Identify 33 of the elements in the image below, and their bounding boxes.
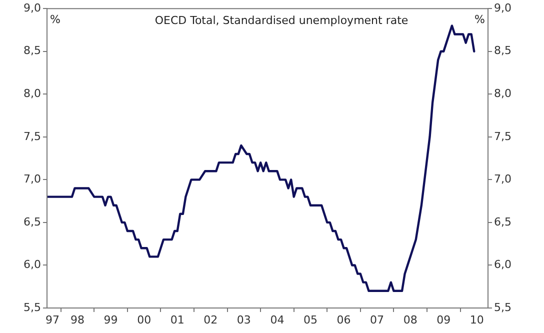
x-tick-label: 04: [270, 313, 284, 326]
x-tick-label: 09: [436, 313, 451, 326]
y-tick-label: 6,0: [24, 258, 41, 272]
y2-tick-label: 7,0: [494, 172, 512, 186]
x-tick-label: 08: [403, 313, 418, 326]
y-tick-label: 7,0: [24, 172, 41, 186]
y-tick-label: 8,0: [24, 87, 41, 100]
y-tick-label: 9,0: [24, 1, 41, 14]
x-tick-label: 00: [137, 313, 152, 326]
x-tick-label: 98: [70, 313, 85, 326]
x-tick-label: 01: [170, 313, 184, 326]
x-tick-label: 02: [204, 313, 218, 326]
x-tick-label: 97: [46, 313, 60, 326]
y2-tick-label: 8,5: [494, 44, 512, 58]
y-tick-label: 6,5: [24, 215, 41, 228]
y2-tick-label: 9,0: [494, 1, 512, 14]
y-tick-label: 7,5: [24, 130, 41, 143]
y-tick-label: 5,5: [24, 300, 41, 314]
x-tick-label: 10: [470, 313, 484, 326]
x-tick-label: 06: [336, 313, 351, 326]
y-axis-title: %: [50, 12, 60, 26]
text: OECD Total, Standardised unemployment rate: [154, 14, 408, 27]
y2-tick-label: 7,5: [494, 130, 512, 143]
y2-tick-label: 5,5: [494, 300, 512, 314]
x-tick-label: 07: [370, 313, 384, 326]
y2-axis-title: %: [474, 12, 485, 26]
y-tick-label: 8,5: [24, 44, 41, 58]
x-tick-label: 99: [104, 313, 118, 326]
x-tick-label: 03: [236, 313, 251, 326]
y2-tick-label: 8,0: [494, 87, 512, 100]
y2-tick-label: 6,5: [494, 215, 512, 228]
x-tick-label: 05: [303, 313, 318, 326]
y2-tick-label: 6,0: [494, 258, 512, 272]
